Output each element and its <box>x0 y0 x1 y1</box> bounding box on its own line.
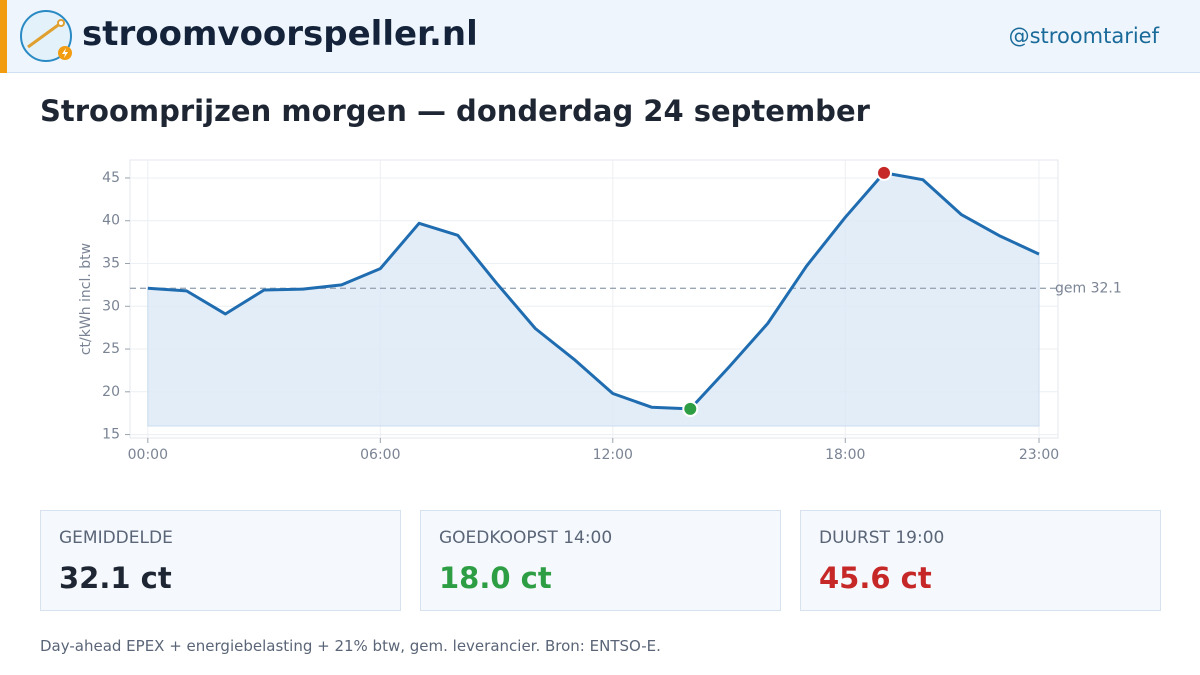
y-tick-label: 25 <box>102 341 120 357</box>
stat-label: GEMIDDELDE <box>59 528 173 548</box>
y-tick-label: 30 <box>102 298 120 314</box>
stat-card: GEMIDDELDE 32.1 ct <box>40 510 401 611</box>
stat-label: GOEDKOOPST 14:00 <box>439 528 613 548</box>
y-tick-label: 40 <box>102 213 120 229</box>
y-tick-label: 15 <box>102 427 120 443</box>
average-label: gem 32.1 <box>1055 280 1122 296</box>
x-tick-label: 12:00 <box>593 447 633 463</box>
max-marker <box>876 164 893 181</box>
header <box>0 0 1200 73</box>
min-marker <box>682 400 699 417</box>
x-tick-label: 06:00 <box>360 447 400 463</box>
x-tick-label: 18:00 <box>825 447 865 463</box>
site-name: stroomvoorspeller.nl <box>82 14 478 54</box>
stat-label: DUURST 19:00 <box>819 528 945 548</box>
stat-card: GOEDKOOPST 14:00 18.0 ct <box>420 510 781 611</box>
x-tick-label: 23:00 <box>1019 447 1059 463</box>
stat-value: 18.0 ct <box>439 561 552 595</box>
stat-value: 32.1 ct <box>59 561 172 595</box>
y-tick-label: 45 <box>102 170 120 186</box>
handle: @stroomtarief <box>1008 24 1159 48</box>
stat-value: 45.6 ct <box>819 561 932 595</box>
stat-card: DUURST 19:00 45.6 ct <box>800 510 1161 611</box>
logo <box>20 10 72 62</box>
y-tick-label: 20 <box>102 384 120 400</box>
footnote: Day-ahead EPEX + energiebelasting + 21% … <box>40 637 661 655</box>
page-title: Stroomprijzen morgen — donderdag 24 sept… <box>40 94 870 128</box>
y-axis-label: ct/kWh incl. btw <box>78 243 94 355</box>
y-tick-label: 35 <box>102 256 120 272</box>
chart: 15 20 25 30 35 40 45 00:00 06:00 12:00 18:00 23:00 c… <box>78 159 1122 463</box>
accent-bar <box>0 0 7 73</box>
x-tick-label: 00:00 <box>128 447 168 463</box>
